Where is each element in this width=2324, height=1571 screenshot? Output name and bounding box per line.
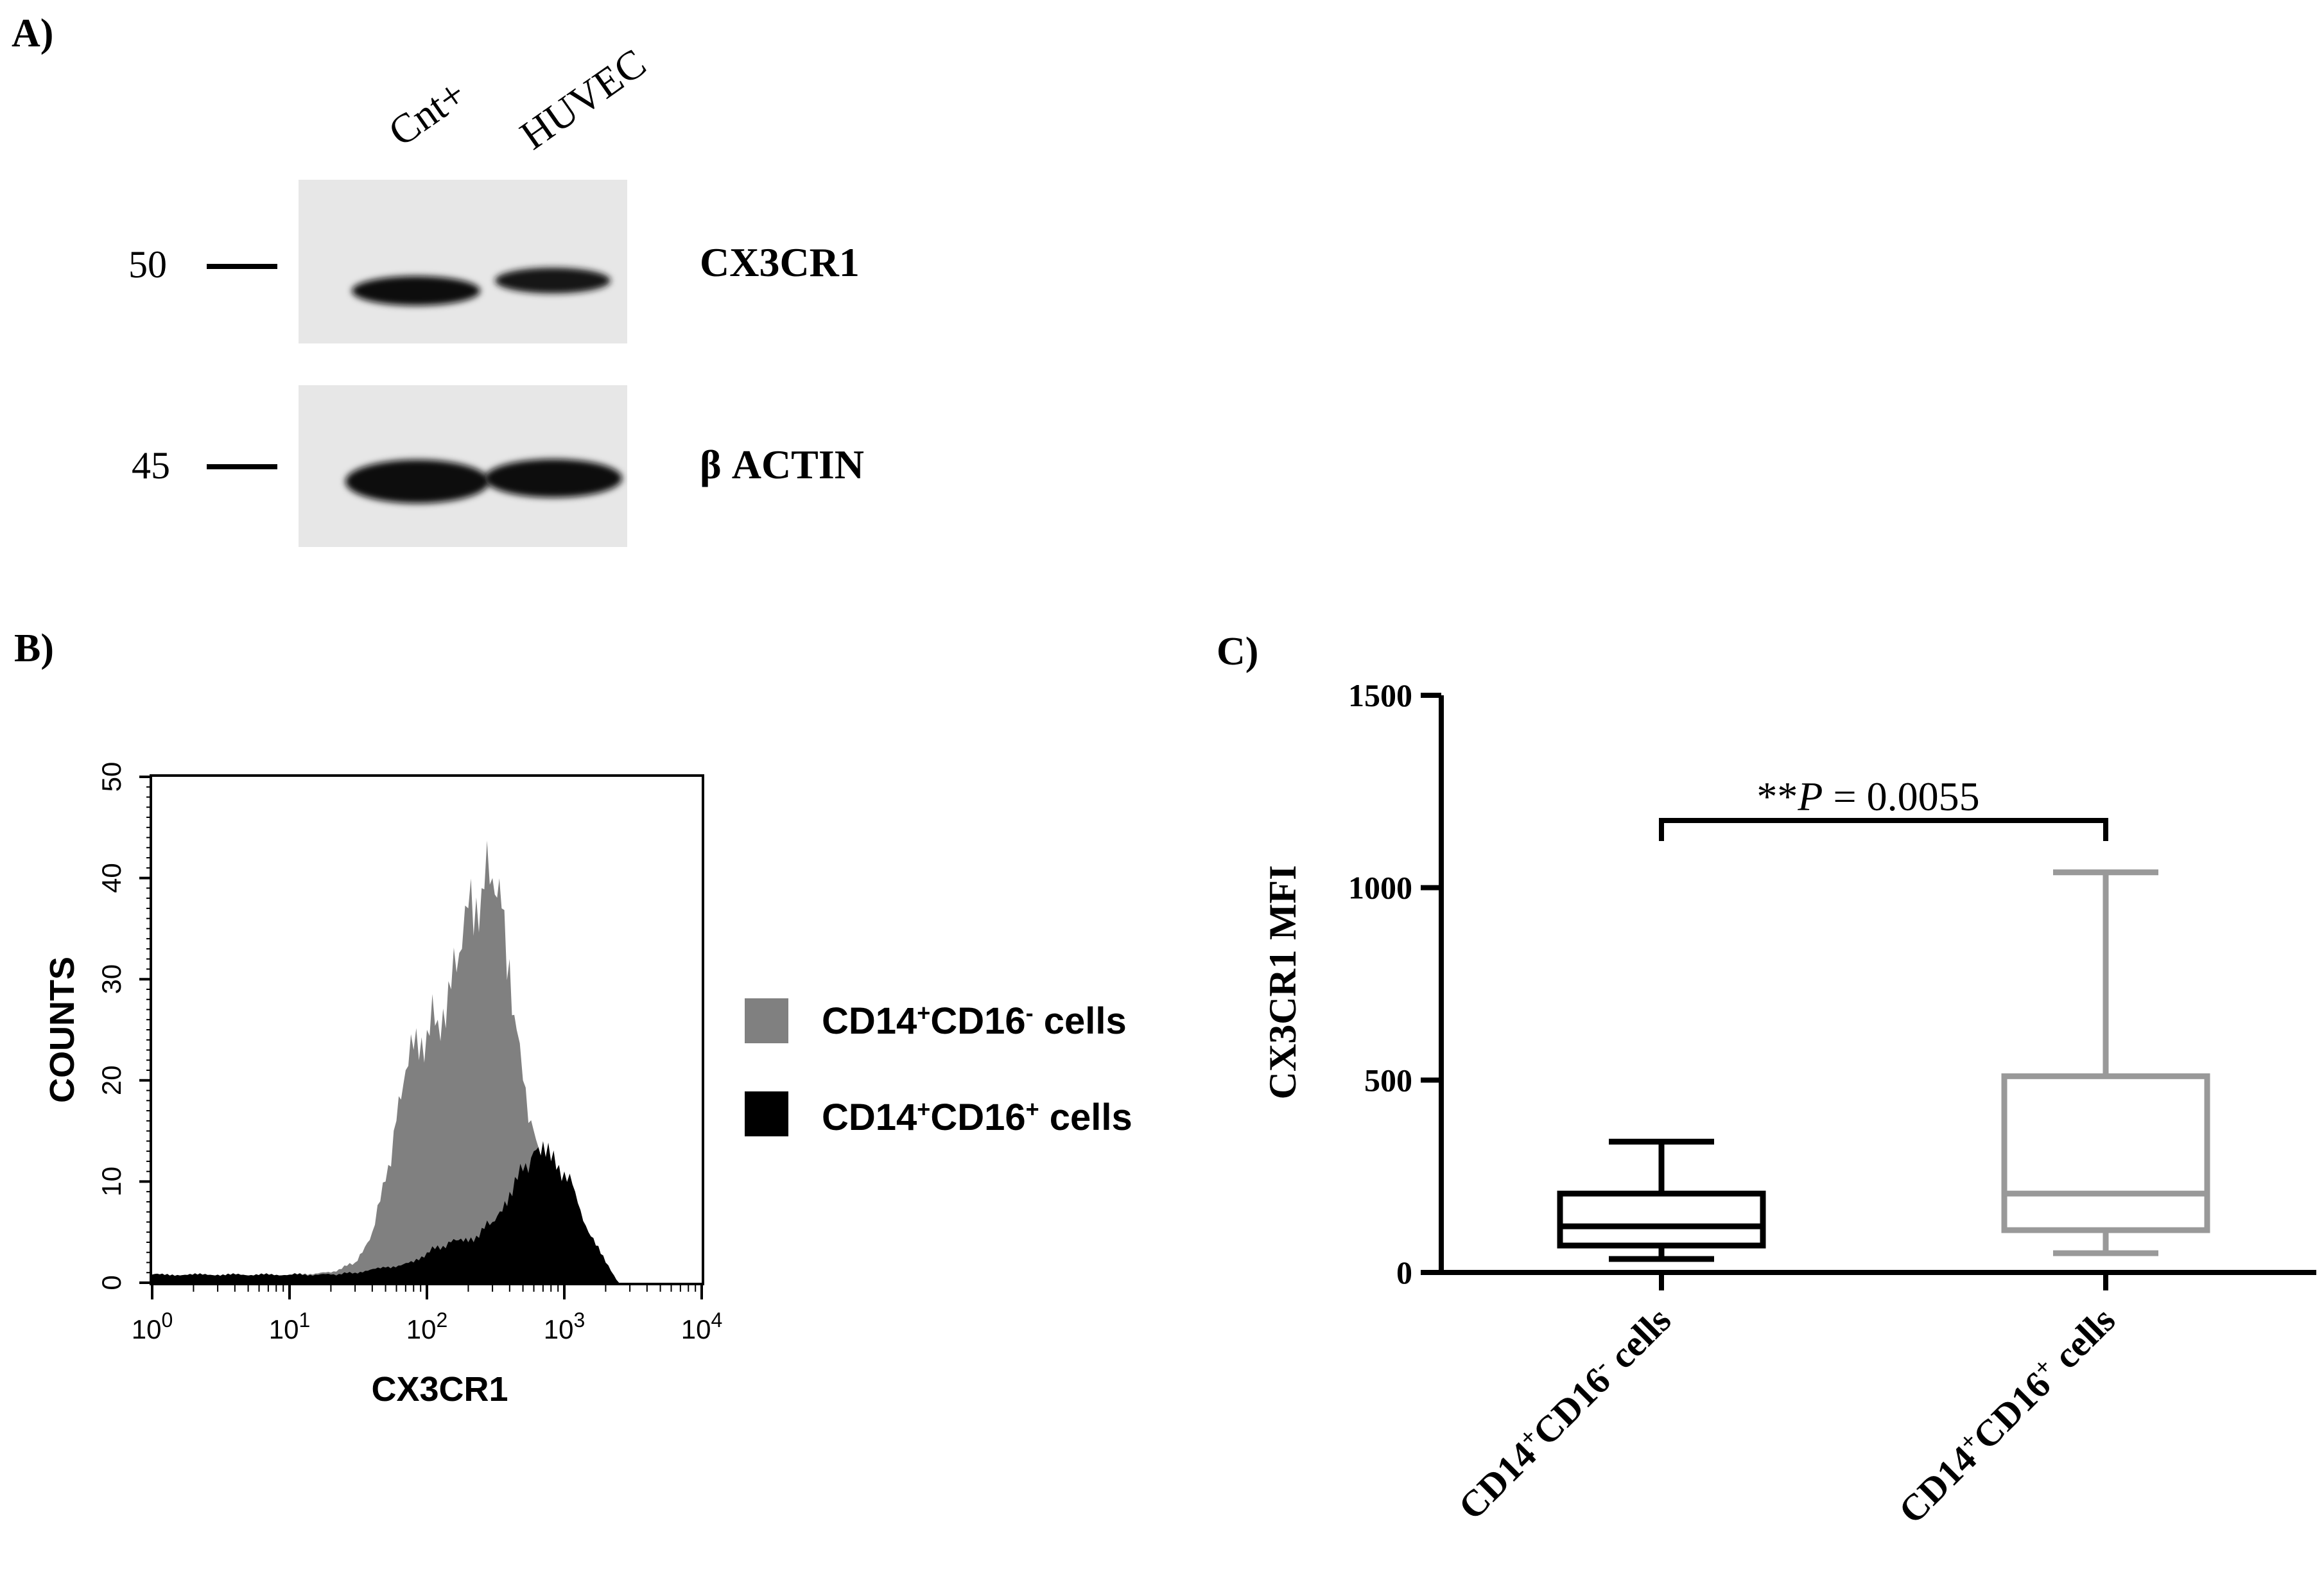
boxplot-category-label: CD14+CD16+ cells (1889, 1298, 2123, 1532)
boxplot-y-axis: 0 500 1000 1500 (1348, 677, 1441, 1290)
histogram-y-tick-label: 10 (96, 1167, 126, 1197)
boxplot-box-2 (2001, 869, 2210, 1256)
histogram-series-cd16-neg (152, 840, 620, 1283)
panel-b-label: B) (14, 627, 54, 670)
lane-label-cnt: Cnt+ (380, 71, 474, 155)
histogram-x-title: CX3CR1 (371, 1370, 508, 1409)
boxplot-x-axis: CD14+CD16- cells CD14+CD16+ cells (1450, 1272, 2123, 1532)
blot-membrane (299, 180, 627, 343)
histogram-y-tick-label: 40 (96, 863, 126, 893)
boxplot-y-tick-label: 0 (1396, 1254, 1412, 1290)
protein-label-cx3cr1: CX3CR1 (700, 239, 860, 285)
histogram-x-tick-label: 102 (406, 1308, 448, 1344)
legend-label-cd16-neg: CD14+CD16- cells (822, 1000, 1127, 1043)
histogram-x-tick-label: 101 (269, 1308, 311, 1344)
western-blot-cx3cr1: 50 CX3CR1 (128, 180, 860, 343)
legend-swatch-cd16-neg (745, 998, 788, 1043)
legend-swatch-cd16-pos (745, 1091, 788, 1136)
histogram-y-tick-label: 0 (96, 1275, 126, 1290)
p-value-label: **P = 0.0055 (1756, 774, 1979, 819)
blot-band-cnt (352, 276, 480, 306)
blot-band-cnt (345, 460, 489, 503)
panel-b: B) 0 10 20 30 40 50 100 101 102 103 104 COUNTS CX… (14, 627, 1132, 1409)
panel-a: A) Cnt+ HUVEC 50 CX3CR1 45 β ACTIN (12, 12, 864, 547)
boxplot-y-tick-label: 1000 (1348, 870, 1412, 906)
blot-band-huvec (495, 268, 611, 293)
marker-label-45: 45 (132, 444, 170, 487)
boxplot-box-1 (1557, 1138, 1766, 1262)
significance-annotation: **P = 0.0055 (1659, 774, 2108, 841)
panel-c: C) 0 500 1000 1500 CX3CR1 MFI CD14+CD16- ce… (1217, 630, 2316, 1532)
western-blot-actin: 45 β ACTIN (132, 385, 864, 547)
panel-c-label: C) (1217, 630, 1258, 673)
histogram-y-tick-label: 30 (96, 964, 126, 994)
boxplot-chart: 0 500 1000 1500 CX3CR1 MFI CD14+CD16- cells… (1262, 677, 2316, 1532)
histogram-x-tick-label: 104 (681, 1308, 723, 1344)
boxplot-y-title: CX3CR1 MFI (1262, 865, 1304, 1100)
lane-label-huvec: HUVEC (512, 40, 654, 159)
histogram-x-tick-label: 103 (544, 1308, 585, 1344)
blot-band-huvec (485, 459, 622, 498)
histogram-plot: 0 10 20 30 40 50 100 101 102 103 104 COUNTS CX3CR… (43, 762, 722, 1409)
histogram-x-axis: 100 101 102 103 104 (132, 1283, 723, 1344)
boxplot-iqr-box (2001, 1073, 2210, 1233)
protein-label-beta-actin: β ACTIN (700, 442, 864, 487)
histogram-y-tick-label: 20 (96, 1065, 126, 1095)
histogram-legend: CD14+CD16- cells CD14+CD16+ cells (745, 998, 1132, 1138)
significance-bracket (1659, 818, 2108, 841)
legend-label-cd16-pos: CD14+CD16+ cells (822, 1096, 1132, 1139)
histogram-y-title: COUNTS (43, 957, 82, 1103)
boxplot-y-tick-label: 1500 (1348, 677, 1412, 713)
histogram-x-tick-label: 100 (132, 1308, 173, 1344)
histogram-series-cd16-pos (152, 1141, 620, 1283)
boxplot-iqr-box (1557, 1190, 1766, 1249)
boxplot-y-tick-label: 500 (1364, 1062, 1412, 1098)
boxplot-category-label: CD14+CD16- cells (1450, 1298, 1679, 1528)
boxplot-boxes (1557, 869, 2210, 1262)
marker-label-50: 50 (128, 243, 167, 286)
panel-a-label: A) (12, 12, 53, 55)
histogram-y-tick-label: 50 (96, 762, 126, 792)
histogram-y-axis: 0 10 20 30 40 50 (96, 762, 152, 1290)
